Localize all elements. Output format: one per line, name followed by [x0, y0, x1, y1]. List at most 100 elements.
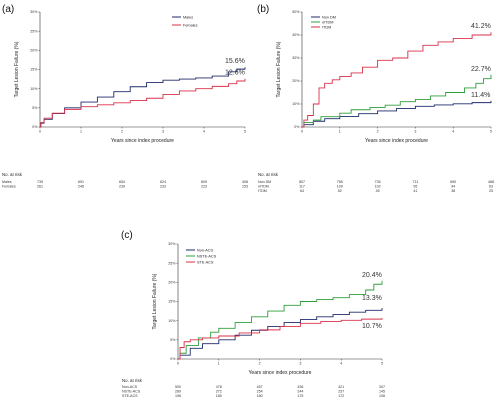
y-tick-label: 30% — [30, 10, 38, 14]
chart-panel-3: (c) 0% 5% 10% 15% 20% 25% 30% 0 1 2 3 4 5 Years since … — [121, 230, 385, 398]
risk-value: 94 — [451, 185, 455, 189]
x-tick-label: 4 — [203, 130, 205, 134]
y-tick-label: 30% — [292, 56, 300, 60]
x-axis-title: Years since index procedure — [365, 138, 428, 144]
y-tick-label: 10% — [292, 102, 300, 106]
legend-label: Non DM — [322, 15, 336, 19]
series-end-label: 11.4% — [471, 92, 490, 99]
risk-table-title: No. at risk — [122, 378, 143, 383]
legend-label: nITDM — [322, 20, 333, 24]
x-tick-label: 4 — [340, 362, 342, 366]
risk-value: 180 — [257, 394, 263, 398]
panel-label: (b) — [257, 4, 269, 15]
x-tick-label: 5 — [381, 362, 383, 366]
risk-value: 691 — [78, 180, 84, 184]
legend-label: Females — [183, 23, 198, 27]
series-line-females — [40, 78, 246, 128]
x-tick-label: 2 — [121, 130, 123, 134]
risk-value: 237 — [338, 390, 344, 394]
y-tick-label: 50% — [292, 10, 300, 14]
risk-value: 654 — [119, 180, 125, 184]
series-line-nste-acs — [178, 280, 383, 360]
risk-value: 233 — [160, 185, 166, 189]
series-end-label: 12.6% — [225, 70, 245, 77]
risk-value: 436 — [297, 385, 303, 389]
y-tick-label: 0% — [170, 357, 176, 361]
x-tick-label: 2 — [259, 362, 261, 366]
y-tick-label: 25% — [30, 29, 38, 33]
y-tick-label: 15% — [30, 68, 38, 72]
y-tick-label: 40% — [292, 33, 300, 37]
x-tick-label: 1 — [80, 130, 82, 134]
series-line-males — [40, 67, 246, 128]
risk-value: 609 — [201, 180, 207, 184]
risk-value: 478 — [216, 385, 222, 389]
risk-value: 175 — [297, 394, 303, 398]
legend-label: ITDM — [322, 25, 331, 29]
risk-value: 457 — [257, 385, 263, 389]
risk-value: 468 — [488, 180, 494, 184]
risk-value: 739 — [37, 180, 43, 184]
risk-row-label: ITDM — [258, 189, 267, 193]
risk-row-label: STE-ACS — [122, 394, 138, 398]
risk-value: 172 — [338, 394, 344, 398]
legend-label: STE-ACS — [197, 260, 214, 264]
risk-row-label: Males — [2, 180, 12, 184]
x-tick-label: 0 — [39, 130, 41, 134]
risk-value: 254 — [257, 390, 263, 394]
y-tick-label: 25% — [168, 261, 176, 265]
y-axis-title: Target Lesion Failure (%) — [14, 41, 20, 97]
risk-row-label: Non DM — [258, 180, 271, 184]
risk-value: 64 — [300, 189, 304, 193]
risk-row-label: nITDM — [258, 185, 269, 189]
x-tick-label: 2 — [377, 130, 379, 134]
risk-value: 117 — [299, 185, 305, 189]
risk-value: 145 — [379, 390, 385, 394]
y-tick-label: 0% — [294, 125, 300, 129]
risk-value: 272 — [216, 390, 222, 394]
risk-value: 690 — [450, 180, 456, 184]
series-end-label: 41.2% — [471, 23, 491, 30]
risk-value: 45 — [376, 189, 380, 193]
risk-value: 261 — [37, 185, 43, 189]
x-tick-label: 3 — [414, 130, 416, 134]
y-tick-label: 10% — [168, 319, 176, 323]
risk-value: 289 — [175, 390, 181, 394]
risk-value: 765 — [337, 180, 343, 184]
risk-value: 735 — [375, 180, 381, 184]
chart-panel-1: (a) 0% 5% 10% 15% 20% 25% 30% 0 1 2 3 4 5 Years since … — [2, 4, 248, 189]
risk-value: 500 — [175, 385, 181, 389]
risk-value: 307 — [379, 385, 385, 389]
y-tick-label: 5% — [32, 106, 38, 110]
y-tick-label: 30% — [168, 242, 176, 246]
x-tick-label: 0 — [177, 362, 179, 366]
legend-label: Males — [183, 15, 193, 19]
x-tick-label: 5 — [244, 130, 246, 134]
series-end-label: 10.7% — [362, 323, 382, 330]
x-tick-label: 5 — [490, 130, 492, 134]
risk-value: 223 — [201, 185, 207, 189]
y-tick-label: 20% — [168, 281, 176, 285]
risk-table-title: No. at risk — [2, 172, 23, 177]
risk-row-label: Females — [2, 185, 16, 189]
risk-value: 38 — [451, 189, 455, 193]
x-tick-label: 1 — [218, 362, 220, 366]
risk-value: 52 — [338, 189, 342, 193]
risk-table-title: No. at risk — [258, 172, 279, 177]
risk-value: 196 — [175, 394, 181, 398]
risk-row-label: NSTE-ACS — [122, 390, 141, 394]
y-tick-label: 20% — [292, 79, 300, 83]
series-end-label: 13.3% — [362, 295, 382, 302]
risk-value: 41 — [413, 189, 417, 193]
y-tick-label: 0% — [32, 125, 38, 129]
risk-value: 95 — [413, 185, 417, 189]
y-tick-label: 5% — [170, 338, 176, 342]
x-tick-label: 3 — [299, 362, 301, 366]
x-tick-label: 4 — [452, 130, 454, 134]
x-tick-label: 1 — [339, 130, 341, 134]
legend-label: Non-ACS — [197, 248, 214, 252]
risk-value: 244 — [297, 390, 303, 394]
series-end-label: 15.6% — [225, 58, 245, 65]
risk-value: 102 — [375, 185, 381, 189]
